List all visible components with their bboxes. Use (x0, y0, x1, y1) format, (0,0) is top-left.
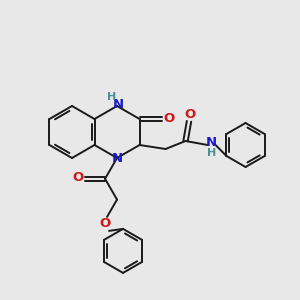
Text: H: H (107, 92, 117, 102)
Text: H: H (207, 148, 216, 158)
Text: O: O (184, 108, 196, 121)
Text: N: N (112, 98, 124, 112)
Text: N: N (112, 152, 123, 164)
Text: O: O (72, 171, 84, 184)
Text: O: O (163, 112, 174, 125)
Text: O: O (99, 218, 111, 230)
Text: N: N (206, 136, 217, 149)
